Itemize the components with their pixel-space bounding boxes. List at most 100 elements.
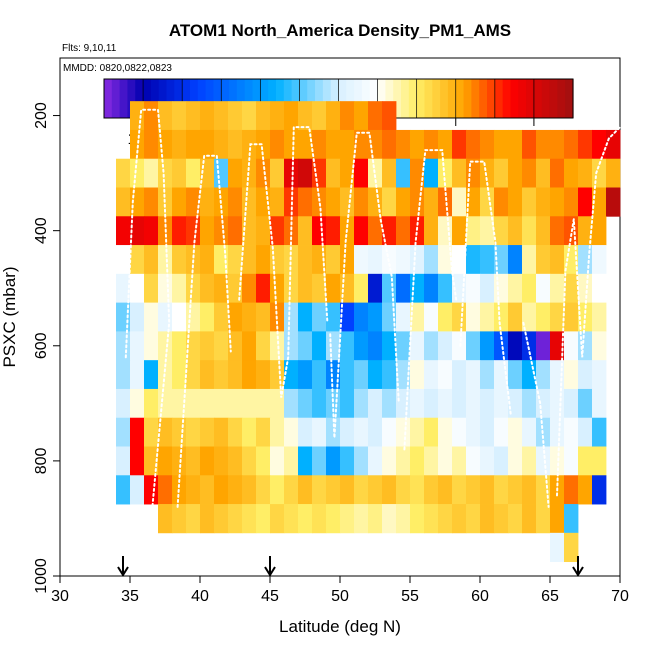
heatmap-cell bbox=[158, 475, 173, 505]
heatmap-cell bbox=[480, 187, 495, 217]
heatmap-cell bbox=[592, 216, 607, 246]
heatmap-cell bbox=[382, 388, 397, 419]
heatmap-cell bbox=[480, 129, 495, 160]
heatmap-cell bbox=[564, 129, 579, 160]
heatmap-cell bbox=[578, 331, 593, 361]
colorbar-segment bbox=[104, 79, 113, 118]
colorbar-segment bbox=[111, 79, 121, 118]
heatmap-cell bbox=[550, 360, 565, 390]
heatmap-cell bbox=[354, 101, 369, 131]
y-tick-label: 1000 bbox=[33, 558, 50, 594]
heatmap-cell bbox=[508, 158, 523, 188]
heatmap-cell bbox=[494, 331, 509, 361]
heatmap-cell bbox=[382, 129, 397, 160]
heatmap-cell bbox=[494, 129, 509, 160]
heatmap-cell bbox=[592, 273, 607, 304]
heatmap-cell bbox=[466, 417, 481, 447]
heatmap-cell bbox=[144, 101, 159, 131]
heatmap-cell bbox=[270, 417, 285, 447]
heatmap-cell bbox=[200, 360, 215, 390]
heatmap-cell bbox=[354, 273, 369, 304]
heatmap-cell bbox=[200, 216, 215, 246]
heatmap-cell bbox=[270, 273, 285, 304]
heatmap-cell bbox=[200, 388, 215, 419]
y-tick-label: 800 bbox=[33, 447, 50, 474]
heatmap-cell bbox=[214, 216, 229, 246]
heatmap-cell bbox=[438, 158, 453, 188]
heatmap-cell bbox=[284, 446, 299, 476]
heatmap-cell bbox=[172, 417, 187, 447]
heatmap-cell bbox=[424, 360, 439, 390]
heatmap-cell bbox=[536, 273, 551, 304]
heatmap-cell bbox=[410, 331, 425, 361]
heatmap-cell bbox=[340, 388, 355, 419]
heatmap-cell bbox=[172, 216, 187, 246]
heatmap-cell bbox=[438, 216, 453, 246]
heatmap-cell bbox=[172, 302, 187, 332]
heatmap-cell bbox=[508, 475, 523, 505]
heatmap-cell bbox=[480, 216, 495, 246]
colorbar-segment bbox=[197, 79, 207, 118]
heatmap-cell bbox=[298, 216, 313, 246]
heatmap-cell bbox=[522, 129, 537, 160]
heatmap-cell bbox=[214, 504, 229, 534]
x-tick-label: 55 bbox=[401, 588, 419, 605]
heatmap-cell bbox=[312, 216, 327, 246]
heatmap-cell bbox=[508, 273, 523, 304]
heatmap-cell bbox=[298, 187, 313, 217]
heatmap-cell bbox=[284, 504, 299, 534]
heatmap-cell bbox=[508, 331, 523, 361]
colorbar-segment bbox=[447, 79, 457, 118]
heatmap-cell bbox=[396, 129, 411, 160]
heatmap-cell bbox=[270, 129, 285, 160]
heatmap-cell bbox=[116, 187, 131, 217]
heatmap-cell bbox=[116, 216, 131, 246]
heatmap-cell bbox=[424, 331, 439, 361]
colorbar-segment bbox=[174, 79, 183, 118]
heatmap-cell bbox=[256, 101, 271, 131]
heatmap-cell bbox=[494, 273, 509, 304]
heatmap-cell bbox=[564, 245, 579, 275]
heatmap-cell bbox=[452, 475, 467, 505]
flight-track bbox=[124, 108, 171, 508]
colorbar-segment bbox=[338, 79, 347, 118]
colorbar-segment bbox=[221, 79, 230, 118]
heatmap-cell bbox=[312, 360, 327, 390]
heatmap-cell bbox=[550, 388, 565, 419]
colorbar-segment bbox=[385, 79, 394, 118]
colorbar-segment bbox=[260, 79, 269, 118]
heatmap-cell bbox=[186, 273, 201, 304]
x-tick-label: 50 bbox=[331, 588, 349, 605]
heatmap-cell bbox=[354, 331, 369, 361]
heatmap-cell bbox=[340, 475, 355, 505]
heatmap-cell bbox=[522, 388, 537, 419]
heatmap-cell bbox=[130, 331, 145, 361]
flight-tracks bbox=[124, 108, 621, 508]
heatmap-cell bbox=[284, 388, 299, 419]
heatmap-cell bbox=[200, 273, 215, 304]
heatmap-cell bbox=[396, 475, 411, 505]
heatmap-cell bbox=[144, 302, 159, 332]
heatmap-cell bbox=[368, 302, 383, 332]
heatmap-cell bbox=[242, 446, 257, 476]
heatmap-cell bbox=[494, 302, 509, 332]
heatmap-cell bbox=[158, 101, 173, 131]
heatmap-cell bbox=[354, 187, 369, 217]
heatmap-cell bbox=[312, 129, 327, 160]
heatmap-cell bbox=[592, 331, 607, 361]
heatmap-cell bbox=[326, 475, 341, 505]
heatmap-cell bbox=[228, 302, 243, 332]
heatmap-cell bbox=[522, 446, 537, 476]
colorbar-segment bbox=[299, 79, 308, 118]
heatmap-cell bbox=[312, 101, 327, 131]
heatmap-cell bbox=[452, 388, 467, 419]
heatmap-cell bbox=[284, 417, 299, 447]
heatmap-cell bbox=[354, 216, 369, 246]
heatmap-cell bbox=[340, 360, 355, 390]
heatmap-cell bbox=[592, 446, 607, 476]
heatmap-cell bbox=[186, 331, 201, 361]
heatmap-cell bbox=[130, 216, 145, 246]
heatmap-cell bbox=[186, 158, 201, 188]
heatmap-cell bbox=[382, 504, 397, 534]
heatmap-cell bbox=[270, 216, 285, 246]
